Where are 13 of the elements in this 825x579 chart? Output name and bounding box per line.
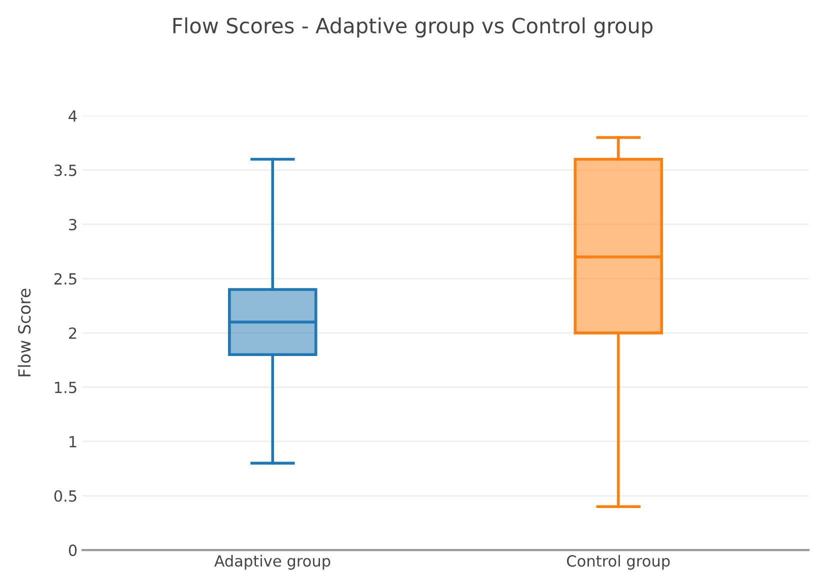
- y-tick-label: 3: [69, 218, 76, 230]
- y-tick-label: 1.5: [55, 382, 76, 394]
- y-tick-label: 3.5: [54, 164, 76, 176]
- y-tick-label: 2.5: [54, 273, 76, 285]
- y-tick-label: 4: [68, 110, 77, 122]
- y-tick-label: 2: [69, 327, 76, 339]
- x-tick-label: Control group: [566, 554, 670, 570]
- y-tick-label: 0.5: [54, 490, 76, 502]
- y-tick-label: 0: [68, 544, 77, 556]
- y-axis-title: Flow Score: [18, 288, 31, 376]
- chart-title: Flow Scores - Adaptive group vs Control group: [173, 17, 653, 38]
- x-tick-label: Adaptive group: [214, 554, 330, 570]
- y-tick-label: 1: [70, 436, 76, 448]
